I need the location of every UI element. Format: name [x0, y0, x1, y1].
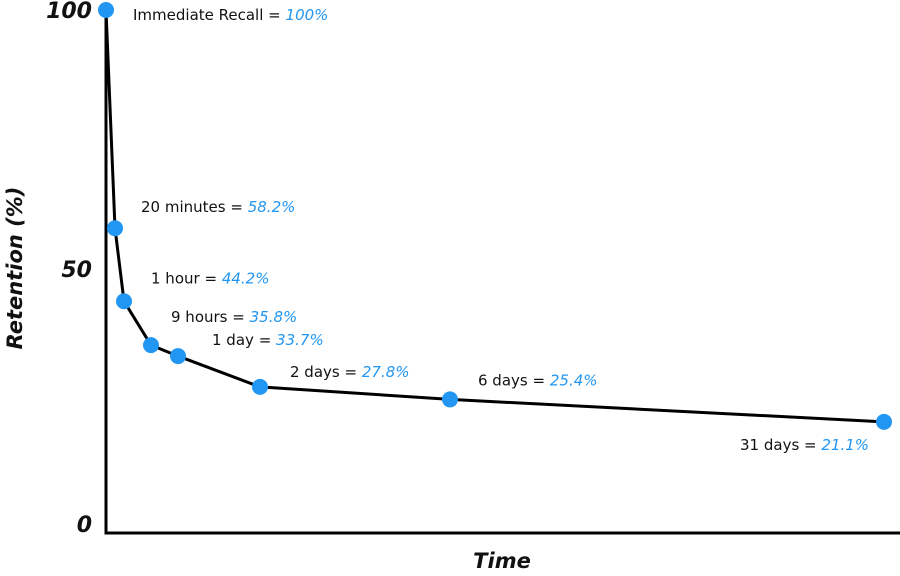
separator: =: [230, 198, 243, 216]
separator: =: [345, 362, 358, 380]
category-label: 2 days: [290, 362, 340, 380]
separator: =: [204, 269, 217, 287]
curve: [104, 9, 885, 424]
value-label: 44.2%: [222, 269, 270, 287]
point-label: 31 days = 21.1%: [740, 435, 869, 453]
separator: =: [259, 331, 272, 349]
category-label: Immediate Recall: [133, 6, 263, 24]
category-label: 6 days: [478, 371, 528, 389]
point-label: 6 days = 25.4%: [478, 371, 598, 389]
data-point: [252, 378, 268, 395]
value-label: 58.2%: [248, 198, 296, 216]
point-label: 20 minutes = 58.2%: [141, 198, 295, 216]
x-axis-title: Time: [473, 549, 531, 573]
point-label: Immediate Recall = 100%: [133, 6, 328, 24]
separator: =: [533, 371, 546, 389]
data-point: [107, 220, 123, 237]
separator: =: [268, 6, 281, 24]
y-tick-label: 50: [61, 258, 92, 283]
value-label: 25.4%: [550, 371, 598, 389]
value-label: 21.1%: [821, 435, 869, 453]
point-label: 9 hours = 35.8%: [171, 308, 297, 326]
category-label: 1 hour: [151, 269, 201, 287]
category-label: 9 hours: [171, 308, 228, 326]
data-point: [876, 413, 892, 430]
data-point: [170, 348, 186, 365]
category-label: 1 day: [212, 331, 254, 349]
data-point: [98, 2, 114, 18]
category-label: 31 days: [740, 435, 799, 453]
point-label: 2 days = 27.8%: [290, 362, 410, 380]
data-point: [442, 391, 458, 408]
point-label: 1 day = 33.7%: [212, 331, 324, 349]
y-tick-label: 100: [46, 0, 92, 24]
separator: =: [804, 435, 817, 453]
data-point: [143, 337, 159, 354]
value-label: 100%: [286, 6, 329, 24]
separator: =: [232, 308, 245, 326]
value-label: 33.7%: [276, 331, 324, 349]
value-label: 35.8%: [250, 308, 298, 326]
y-tick-label: 0: [77, 513, 92, 538]
category-label: 20 minutes: [141, 198, 226, 216]
point-label: 1 hour = 44.2%: [151, 269, 269, 287]
data-point: [116, 293, 132, 310]
value-label: 27.8%: [362, 362, 410, 380]
y-axis-title: Retention (%): [3, 187, 27, 350]
